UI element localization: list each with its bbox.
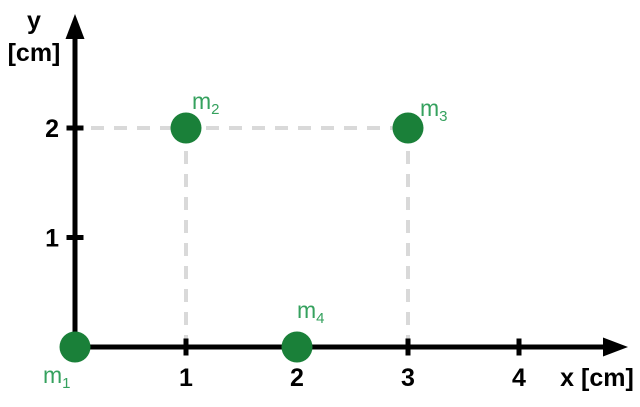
y-tick-label: 2 (45, 115, 59, 143)
point-label: m2 (192, 88, 220, 118)
y-tick-label: 1 (45, 225, 59, 253)
point-label: m1 (43, 362, 71, 392)
data-point (392, 112, 424, 144)
data-point (281, 331, 313, 363)
x-axis-arrowhead (603, 337, 628, 357)
x-axis-label: x [cm] (560, 364, 634, 392)
y-axis-label: [cm] (8, 39, 61, 67)
x-tick-label: 2 (290, 364, 304, 392)
x-tick-label: 4 (512, 364, 526, 392)
x-tick-label: 1 (179, 364, 193, 392)
data-point (59, 331, 91, 363)
y-axis-label: y (27, 7, 41, 35)
x-tick-label: 3 (401, 364, 415, 392)
point-label: m4 (297, 297, 325, 327)
y-axis-arrowhead (65, 14, 85, 39)
point-label: m3 (420, 95, 448, 125)
data-point (170, 112, 202, 144)
